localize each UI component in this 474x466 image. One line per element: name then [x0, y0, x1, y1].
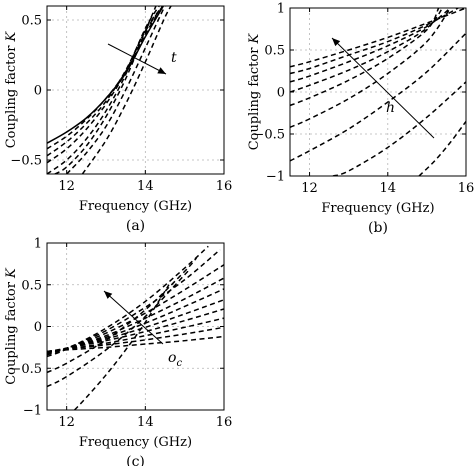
panel-a-xlabel: Frequency (GHz) — [79, 199, 192, 214]
panel-b-annotation-arrowhead — [332, 38, 341, 47]
panel-a-series-2 — [47, 6, 165, 150]
panel-b-xlabel: Frequency (GHz) — [321, 201, 434, 216]
panel-b-ytick-label: −1 — [266, 170, 285, 185]
panel-c-series-group — [47, 245, 224, 410]
panel-b-panel-label: (b) — [368, 220, 388, 236]
panel-a-series-5 — [47, 6, 161, 174]
panel-a-xtick-label: 14 — [137, 179, 154, 194]
panel-c-ytick-label: −1 — [23, 404, 42, 419]
panel-a-series-3 — [47, 6, 164, 157]
panel-b-ytick-label: 1 — [277, 2, 285, 17]
panel-a-annotation-label: t — [171, 50, 177, 66]
panel-b-series-1 — [290, 8, 466, 68]
panel-c-series-13 — [73, 284, 170, 410]
panel-a-annotation-arrow — [107, 43, 167, 75]
panel-b-ytick-label: −0.5 — [253, 128, 285, 143]
panel-b: 12 14 16 −1 −0.5 0 0.5 1 Frequency (GHz) Coupling… — [247, 2, 474, 237]
panel-a-series-7 — [66, 6, 166, 174]
panel-c-series-12 — [47, 270, 189, 388]
panel-c-xlabel: Frequency (GHz) — [79, 435, 192, 450]
panel-a-xtick-label: 12 — [58, 179, 75, 194]
panel-c-annotation-label: oc — [168, 350, 182, 369]
panel-b-series-6 — [290, 8, 451, 128]
panel-c-annotation-arrow — [103, 290, 164, 345]
panel-c-ylabel: Coupling factor K — [4, 267, 19, 385]
panel-c-xtick-label: 16 — [216, 415, 233, 430]
panel-b-series-5 — [290, 8, 440, 107]
panel-a-series-4 — [47, 6, 164, 164]
panel-b-series-3 — [290, 8, 451, 83]
panel-c-xtick-label: 14 — [137, 415, 154, 430]
panel-c-series-7 — [47, 277, 224, 354]
panel-b-series-9 — [418, 120, 466, 176]
panel-c-panel-label: (c) — [126, 454, 145, 466]
panel-b-annotation-label: h — [386, 100, 395, 116]
panel-b-series-4 — [290, 8, 444, 93]
panel-a: 12 14 16 −0.5 0 0.5 Frequency (GHz) Coupling fa… — [4, 5, 233, 234]
panel-c-series-6 — [47, 288, 224, 354]
panel-a-series-8 — [81, 6, 172, 174]
panel-a-ylabel: Coupling factor K — [4, 30, 19, 148]
panel-b-ytick-label: 0.5 — [264, 44, 285, 59]
panel-c-xtick-label: 12 — [58, 415, 75, 430]
panel-b-series-2 — [290, 8, 459, 75]
panel-b-series-group — [290, 8, 466, 176]
panel-c-annotation-arrowhead — [104, 291, 113, 299]
panel-b-xtick-label: 12 — [301, 181, 318, 196]
panel-b-annotation-arrow — [331, 37, 435, 139]
panel-a-ytick-label: −0.5 — [10, 154, 42, 169]
panel-c-series-9 — [47, 249, 221, 356]
panel-b-ylabel: Coupling factor K — [247, 32, 262, 150]
panel-b-series-7 — [290, 32, 466, 162]
panel-b-xtick-label: 14 — [380, 181, 397, 196]
panel-c-ytick-label: 1 — [34, 237, 42, 252]
panel-a-series-6 — [54, 6, 157, 174]
panel-a-panel-label: (a) — [126, 218, 145, 234]
panel-c: 12 14 16 −1 −0.5 0 0.5 1 Frequency (GHz) Coupling… — [4, 237, 232, 466]
panel-a-ytick-label: 0.5 — [21, 14, 42, 29]
panel-b-xtick-label: 16 — [458, 181, 474, 196]
panel-c-series-1 — [47, 335, 224, 353]
panel-a-ytick-label: 0 — [34, 84, 42, 99]
panel-c-series-11 — [47, 257, 198, 374]
panel-c-series-10 — [47, 245, 209, 358]
panel-a-annotation-arrowhead — [157, 67, 166, 74]
panel-c-ytick-label: −0.5 — [10, 362, 42, 377]
panel-b-ytick-label: 0 — [277, 86, 285, 101]
panel-a-xtick-label: 16 — [216, 179, 233, 194]
panel-c-ytick-label: 0 — [34, 320, 42, 335]
panel-a-series-group — [47, 6, 172, 174]
panel-b-series-8 — [332, 81, 466, 176]
panel-c-ytick-label: 0.5 — [21, 278, 42, 293]
